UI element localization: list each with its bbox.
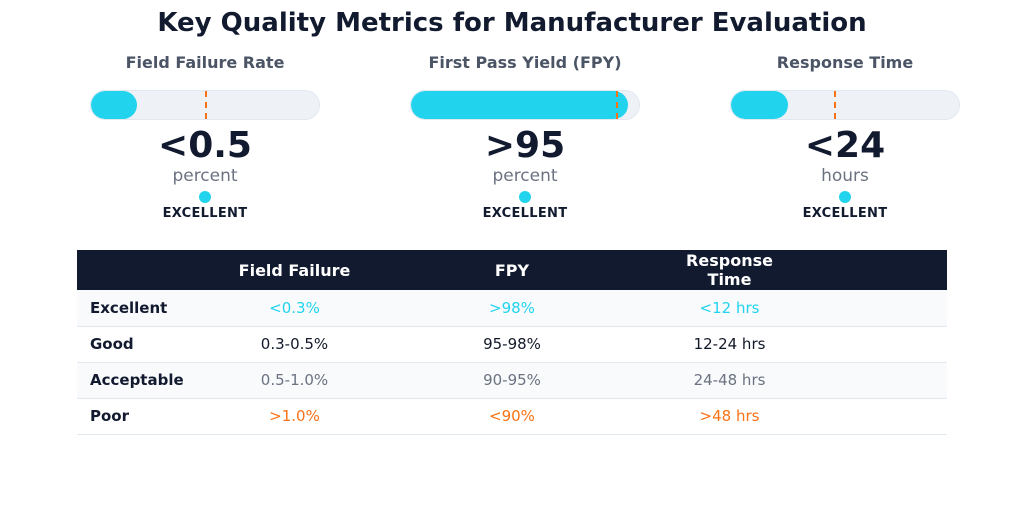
- kpi-first-pass-yield: First Pass Yield (FPY) >95 percent EXCEL…: [409, 52, 641, 221]
- kpi-unit: percent: [492, 166, 558, 186]
- kpi-value: <0.5: [158, 125, 252, 166]
- table-row: Acceptable 0.5-1.0% 90-95% 24-48 hrs: [77, 362, 947, 398]
- table-cell: <90%: [489, 407, 535, 425]
- table-spacer-cell: [797, 398, 947, 434]
- table-cell: 95-98%: [483, 335, 541, 353]
- kpi-target-marker: [205, 91, 207, 119]
- table-cell: <0.3%: [269, 298, 320, 317]
- kpi-response-time: Response Time <24 hours EXCELLENT: [729, 52, 961, 221]
- tier-label: Good: [90, 335, 134, 353]
- table-cell: 90-95%: [483, 371, 541, 389]
- status-badge: EXCELLENT: [482, 206, 568, 221]
- status-badge: EXCELLENT: [802, 206, 888, 221]
- kpi-value: >95: [484, 125, 566, 166]
- kpi-gauge-bar: [730, 90, 960, 120]
- table-header-row: Field Failure FPY Response Time: [77, 250, 947, 290]
- table-row: Excellent <0.3% >98% <12 hrs: [77, 290, 947, 326]
- table-row: Poor >1.0% <90% >48 hrs: [77, 398, 947, 434]
- kpi-gauge-bar: [90, 90, 320, 120]
- table-spacer-cell: [797, 362, 947, 398]
- status-badge: EXCELLENT: [162, 206, 248, 221]
- table-spacer-cell: [797, 290, 947, 326]
- column-header-tier: [77, 250, 227, 290]
- column-header-field-failure: Field Failure: [238, 260, 351, 280]
- page-title: Key Quality Metrics for Manufacturer Eva…: [157, 8, 867, 38]
- table-cell: 24-48 hrs: [693, 371, 766, 389]
- tier-label: Poor: [90, 407, 130, 425]
- status-dot-icon: [519, 191, 531, 203]
- column-header-fpy: FPY: [494, 260, 530, 280]
- kpi-unit: hours: [821, 166, 869, 186]
- table-cell: >48 hrs: [699, 407, 760, 425]
- table-cell: 12-24 hrs: [693, 335, 766, 353]
- tier-label: Acceptable: [90, 371, 184, 389]
- kpi-unit: percent: [172, 166, 238, 186]
- kpi-value: <24: [804, 125, 886, 166]
- table-spacer-cell: [797, 326, 947, 362]
- table-cell: 0.3-0.5%: [260, 335, 329, 353]
- kpi-target-marker: [616, 91, 619, 119]
- tier-label: Excellent: [90, 298, 168, 317]
- kpi-field-failure-rate: Field Failure Rate <0.5 percent EXCELLEN…: [89, 52, 321, 221]
- table-cell: <12 hrs: [699, 298, 760, 317]
- kpi-label: Field Failure Rate: [125, 53, 285, 72]
- table-row: Good 0.3-0.5% 95-98% 12-24 hrs: [77, 326, 947, 362]
- status-dot-icon: [839, 191, 851, 203]
- column-header-spacer: [797, 250, 947, 290]
- table-cell: >98%: [489, 298, 535, 317]
- kpi-label: Response Time: [776, 53, 914, 72]
- table-cell: 0.5-1.0%: [260, 371, 329, 389]
- kpi-gauge-bar: [410, 90, 640, 120]
- kpi-label: First Pass Yield (FPY): [428, 53, 622, 72]
- metrics-table: Field Failure FPY Response Time Excellen…: [77, 250, 947, 435]
- kpi-gauge-fill: [91, 91, 137, 119]
- kpi-gauge-fill: [411, 91, 628, 119]
- status-dot-icon: [199, 191, 211, 203]
- table-cell: >1.0%: [269, 407, 320, 425]
- kpi-gauge-fill: [731, 91, 788, 119]
- column-header-response-time: Response Time: [686, 251, 773, 289]
- kpi-target-marker: [833, 91, 836, 119]
